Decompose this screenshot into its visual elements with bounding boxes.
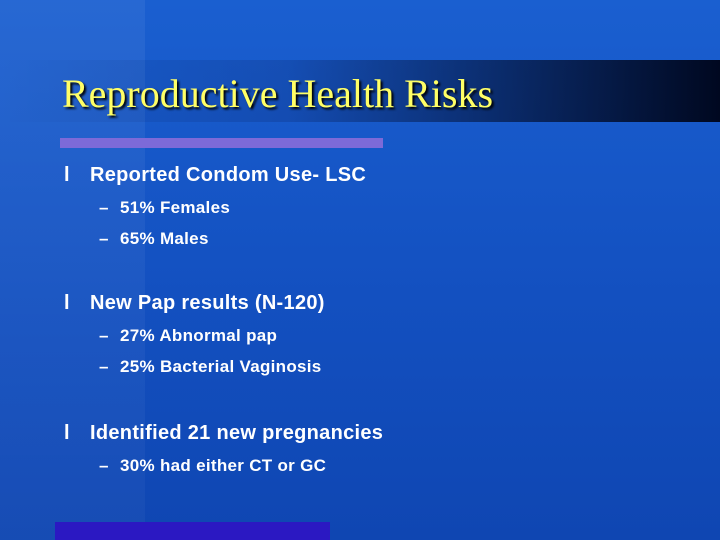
sub-dash: – <box>99 229 109 248</box>
title: Reproductive Health Risks <box>62 71 494 116</box>
sub-dash: – <box>99 357 109 376</box>
sub-text: 27% Abnormal pap <box>120 326 278 345</box>
sub-text: 65% Males <box>120 229 209 248</box>
sub-dash: – <box>99 198 109 217</box>
bullet-text: Reported Condom Use- LSC <box>90 164 367 186</box>
title-band <box>0 60 720 122</box>
bullet: l <box>64 422 70 444</box>
sub-dash: – <box>99 326 109 345</box>
bullet: l <box>64 164 70 186</box>
title-rule <box>60 138 383 148</box>
sub-text: 51% Females <box>120 198 231 217</box>
footer-bar <box>55 522 330 540</box>
sub-dash: – <box>99 456 109 475</box>
bullet-text: Identified 21 new pregnancies <box>90 422 384 444</box>
bullet: l <box>64 292 70 314</box>
bullet-text: New Pap results (N-120) <box>90 292 325 314</box>
sub-text: 25% Bacterial Vaginosis <box>120 357 322 376</box>
sub-text: 30% had either CT or GC <box>120 456 327 475</box>
